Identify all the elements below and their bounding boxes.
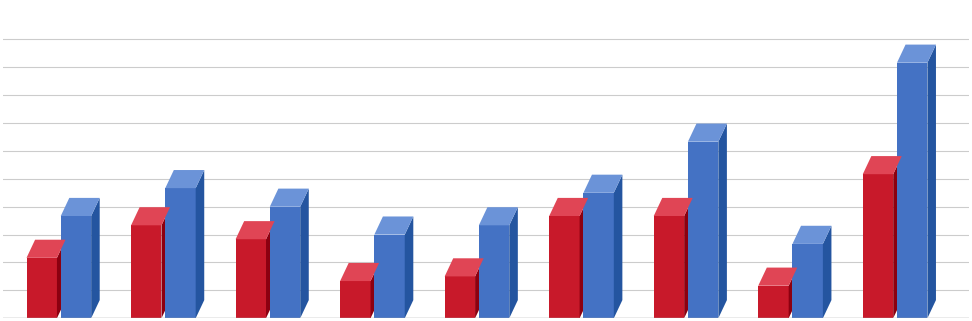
Polygon shape [131, 207, 170, 225]
Polygon shape [60, 216, 91, 318]
Polygon shape [374, 216, 413, 235]
Polygon shape [792, 226, 831, 244]
Polygon shape [549, 198, 588, 216]
Polygon shape [60, 198, 100, 216]
Polygon shape [654, 216, 684, 318]
Polygon shape [26, 258, 57, 318]
Polygon shape [718, 124, 727, 318]
Polygon shape [688, 124, 727, 142]
Polygon shape [91, 198, 100, 318]
Polygon shape [654, 198, 693, 216]
Polygon shape [370, 263, 379, 318]
Polygon shape [613, 175, 622, 318]
Polygon shape [444, 276, 475, 318]
Polygon shape [165, 170, 204, 188]
Polygon shape [927, 45, 936, 318]
Polygon shape [583, 175, 622, 193]
Polygon shape [235, 239, 266, 318]
Polygon shape [863, 174, 893, 318]
Polygon shape [788, 268, 797, 318]
Polygon shape [479, 207, 518, 225]
Polygon shape [863, 156, 902, 174]
Polygon shape [235, 221, 274, 239]
Polygon shape [195, 170, 204, 318]
Polygon shape [583, 193, 613, 318]
Polygon shape [897, 63, 927, 318]
Polygon shape [161, 207, 170, 318]
Polygon shape [270, 189, 309, 207]
Polygon shape [270, 207, 300, 318]
Polygon shape [579, 198, 588, 318]
Polygon shape [444, 258, 484, 276]
Polygon shape [131, 225, 161, 318]
Polygon shape [893, 156, 902, 318]
Polygon shape [165, 188, 195, 318]
Polygon shape [266, 221, 274, 318]
Polygon shape [684, 198, 693, 318]
Polygon shape [57, 240, 65, 318]
Polygon shape [897, 45, 936, 63]
Polygon shape [475, 258, 484, 318]
Polygon shape [688, 142, 718, 318]
Polygon shape [758, 268, 797, 286]
Polygon shape [340, 263, 379, 281]
Polygon shape [374, 235, 404, 318]
Polygon shape [509, 207, 518, 318]
Polygon shape [549, 216, 579, 318]
Polygon shape [479, 225, 509, 318]
Polygon shape [758, 286, 788, 318]
Polygon shape [823, 226, 831, 318]
Polygon shape [792, 244, 823, 318]
Polygon shape [404, 216, 413, 318]
Polygon shape [26, 240, 65, 258]
Polygon shape [340, 281, 370, 318]
Polygon shape [300, 189, 309, 318]
